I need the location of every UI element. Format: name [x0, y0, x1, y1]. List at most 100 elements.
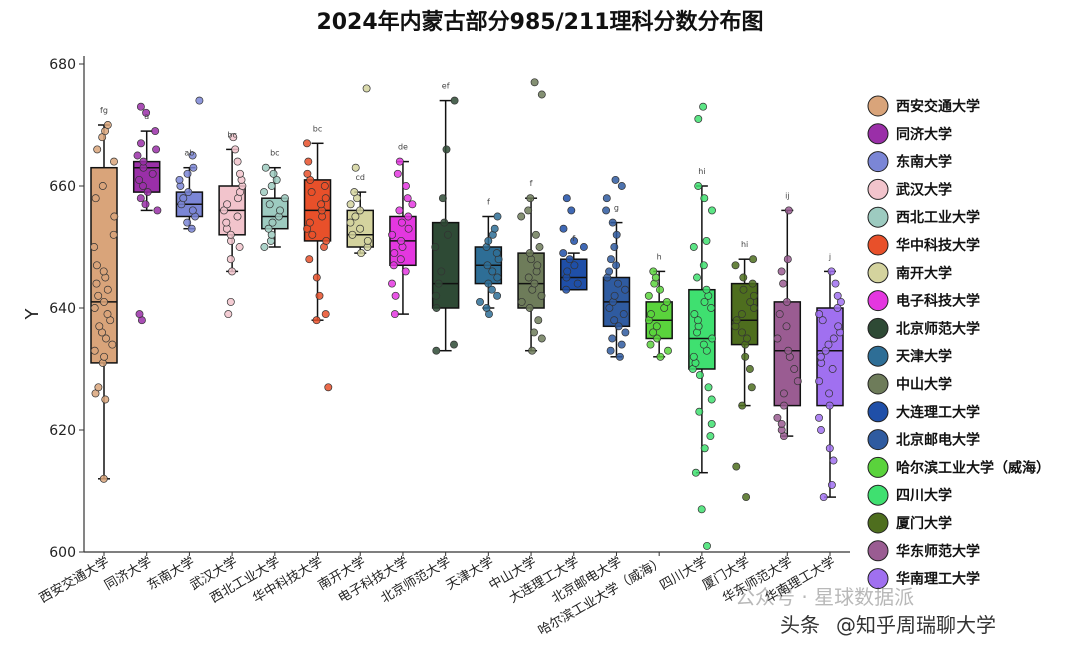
data-point	[530, 328, 538, 337]
data-point	[442, 145, 451, 154]
data-point	[397, 218, 406, 227]
data-point	[707, 304, 716, 312]
data-point	[351, 163, 360, 172]
data-point	[524, 273, 533, 282]
data-point	[135, 310, 144, 319]
data-point	[260, 188, 268, 197]
data-point	[432, 291, 441, 300]
data-point	[780, 401, 788, 410]
data-point	[653, 334, 662, 343]
data-point	[834, 322, 843, 331]
data-point	[689, 243, 698, 251]
data-point	[303, 169, 312, 178]
legend-swatch	[867, 401, 889, 423]
data-point	[135, 175, 144, 184]
legend-swatch	[867, 512, 889, 534]
data-point	[223, 200, 232, 209]
data-point	[612, 261, 621, 270]
data-point	[702, 236, 711, 245]
data-point	[136, 194, 145, 203]
data-point	[614, 279, 622, 288]
data-point	[702, 285, 711, 294]
legend-swatch	[867, 290, 889, 312]
data-point	[440, 218, 449, 227]
data-point	[304, 157, 313, 166]
data-point	[141, 200, 150, 209]
data-point	[94, 291, 103, 300]
data-point	[693, 273, 701, 282]
data-point	[524, 206, 533, 215]
data-point	[697, 505, 706, 514]
data-point	[493, 291, 502, 300]
data-point	[100, 297, 108, 306]
data-point	[133, 151, 142, 160]
data-point	[825, 401, 834, 410]
data-point	[184, 188, 193, 197]
data-point	[573, 279, 582, 288]
data-point	[691, 468, 700, 477]
data-point	[689, 352, 698, 361]
legend-swatch	[867, 262, 889, 284]
legend-entry: 东南大学	[896, 154, 952, 171]
data-point	[431, 243, 440, 251]
data-point	[782, 322, 791, 331]
data-point	[816, 352, 825, 361]
data-point	[790, 365, 799, 373]
data-point	[570, 261, 579, 270]
data-point	[793, 377, 802, 386]
data-point	[99, 474, 108, 483]
significance-label: hi	[698, 167, 705, 176]
data-point	[103, 285, 112, 294]
data-point	[136, 102, 145, 111]
data-point	[732, 462, 741, 471]
data-point	[321, 194, 330, 203]
data-point	[322, 236, 331, 245]
legend-swatch	[867, 456, 889, 478]
significance-label: h	[657, 252, 662, 261]
data-point	[533, 261, 542, 270]
data-point	[610, 243, 619, 251]
data-point	[152, 145, 161, 154]
data-point	[608, 334, 617, 343]
legend-entry: 同济大学	[896, 126, 952, 143]
data-point	[401, 267, 410, 276]
significance-label: g	[614, 204, 619, 213]
data-point	[738, 401, 747, 410]
data-point	[438, 194, 447, 203]
significance-label: f	[530, 179, 533, 188]
data-point	[487, 285, 496, 294]
data-point	[148, 169, 157, 178]
data-point	[517, 212, 526, 221]
data-point	[91, 194, 100, 203]
data-point	[188, 151, 197, 160]
legend-entry: 华中科技大学	[896, 237, 980, 254]
watermark-text: @知乎周瑞聊大学	[836, 613, 996, 637]
data-point	[143, 188, 152, 197]
data-point	[695, 407, 704, 416]
data-point	[825, 389, 834, 398]
data-point	[357, 249, 366, 258]
data-point	[617, 182, 626, 190]
legend-entry: 哈尔滨工业大学（威海）	[896, 459, 1050, 476]
data-point	[484, 236, 493, 245]
legend-swatch	[867, 484, 889, 506]
data-point	[142, 108, 151, 117]
data-point	[708, 206, 716, 215]
data-point	[602, 194, 611, 203]
data-point	[109, 230, 118, 239]
data-point	[312, 316, 321, 325]
y-axis-title: Y	[22, 308, 43, 321]
data-point	[779, 389, 788, 398]
data-point	[350, 188, 359, 197]
legend-entry: 北京邮电大学	[896, 432, 980, 449]
data-point	[404, 224, 413, 233]
data-point	[747, 383, 756, 392]
data-point	[305, 218, 314, 227]
data-point	[490, 224, 499, 233]
data-point	[693, 316, 702, 325]
data-point	[395, 206, 404, 215]
data-point	[305, 255, 314, 264]
data-point	[434, 279, 443, 288]
data-point	[537, 334, 546, 343]
data-point	[779, 279, 788, 288]
